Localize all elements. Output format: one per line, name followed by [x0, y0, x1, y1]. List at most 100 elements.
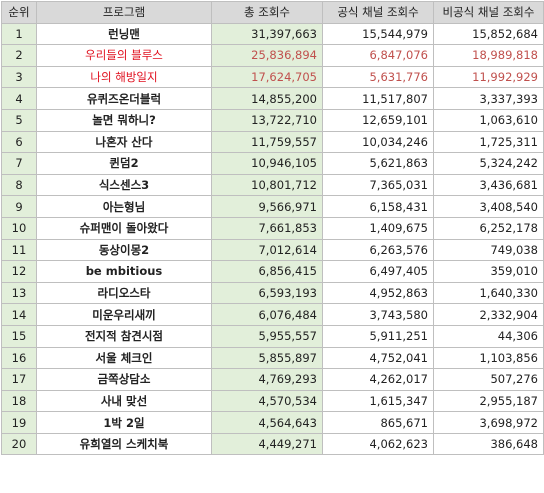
rank-cell: 9: [1, 195, 37, 218]
table-row: 12 be mbitious 6,856,415 6,497,405 359,010: [1, 260, 544, 283]
program-cell: 미운우리새끼: [36, 303, 212, 326]
program-cell: 슈퍼맨이 돌아왔다: [36, 216, 212, 240]
program-cell: 서울 체크인: [36, 346, 212, 370]
table-row: 2 우리들의 블루스 25,836,894 6,847,076 18,989,818: [1, 44, 544, 67]
unofficial-views-cell: 507,276: [433, 368, 544, 391]
program-cell: 사내 맞선: [36, 389, 212, 413]
header-rank: 순위: [1, 1, 37, 24]
total-views-cell: 4,769,293: [211, 368, 323, 391]
rank-cell: 6: [1, 130, 37, 154]
rank-cell: 1: [1, 22, 37, 46]
total-views-cell: 4,449,271: [211, 432, 323, 456]
table-row: 19 1박 2일 4,564,643 865,671 3,698,972: [1, 411, 544, 434]
program-cell: 나의 해방일지: [36, 65, 212, 89]
rank-cell: 15: [1, 324, 37, 348]
table-row: 5 놀면 뭐하니? 13,722,710 12,659,101 1,063,610: [1, 108, 544, 132]
rank-cell: 2: [1, 44, 37, 67]
program-cell: 우리들의 블루스: [36, 44, 212, 67]
official-views-cell: 5,911,251: [322, 324, 434, 348]
total-views-cell: 6,593,193: [211, 281, 323, 305]
unofficial-views-cell: 386,648: [433, 432, 544, 456]
table-row: 20 유희열의 스케치북 4,449,271 4,062,623 386,648: [1, 432, 544, 456]
total-views-cell: 31,397,663: [211, 22, 323, 46]
official-views-cell: 10,034,246: [322, 130, 434, 154]
official-views-cell: 11,517,807: [322, 87, 434, 110]
unofficial-views-cell: 1,103,856: [433, 346, 544, 370]
rank-cell: 3: [1, 65, 37, 89]
total-views-cell: 7,661,853: [211, 216, 323, 240]
table-row: 4 유퀴즈온더블럭 14,855,200 11,517,807 3,337,393: [1, 87, 544, 110]
table-row: 13 라디오스타 6,593,193 4,952,863 1,640,330: [1, 281, 544, 305]
rank-cell: 18: [1, 389, 37, 413]
table-row: 17 금쪽상담소 4,769,293 4,262,017 507,276: [1, 368, 544, 391]
table-row: 16 서울 체크인 5,855,897 4,752,041 1,103,856: [1, 346, 544, 370]
official-views-cell: 5,621,863: [322, 152, 434, 175]
official-views-cell: 15,544,979: [322, 22, 434, 46]
program-cell: 나혼자 산다: [36, 130, 212, 154]
table-row: 8 식스센스3 10,801,712 7,365,031 3,436,681: [1, 173, 544, 197]
official-views-cell: 4,262,017: [322, 368, 434, 391]
header-row: 순위 프로그램 총 조회수 공식 채널 조회수 비공식 채널 조회수: [1, 1, 544, 24]
table-body: 1 런닝맨 31,397,663 15,544,979 15,852,684 2 우리들의 …: [1, 22, 544, 456]
table-row: 18 사내 맞선 4,570,534 1,615,347 2,955,187: [1, 389, 544, 413]
unofficial-views-cell: 3,698,972: [433, 411, 544, 434]
total-views-cell: 6,856,415: [211, 260, 323, 283]
official-views-cell: 865,671: [322, 411, 434, 434]
unofficial-views-cell: 15,852,684: [433, 22, 544, 46]
unofficial-views-cell: 5,324,242: [433, 152, 544, 175]
header-unofficial: 비공식 채널 조회수: [433, 1, 544, 24]
total-views-cell: 14,855,200: [211, 87, 323, 110]
unofficial-views-cell: 2,332,904: [433, 303, 544, 326]
unofficial-views-cell: 44,306: [433, 324, 544, 348]
program-cell: 금쪽상담소: [36, 368, 212, 391]
table-row: 10 슈퍼맨이 돌아왔다 7,661,853 1,409,675 6,252,178: [1, 216, 544, 240]
total-views-cell: 9,566,971: [211, 195, 323, 218]
official-views-cell: 4,952,863: [322, 281, 434, 305]
program-cell: 유퀴즈온더블럭: [36, 87, 212, 110]
rank-cell: 14: [1, 303, 37, 326]
unofficial-views-cell: 6,252,178: [433, 216, 544, 240]
program-cell: 라디오스타: [36, 281, 212, 305]
unofficial-views-cell: 2,955,187: [433, 389, 544, 413]
official-views-cell: 4,752,041: [322, 346, 434, 370]
unofficial-views-cell: 18,989,818: [433, 44, 544, 67]
rank-cell: 20: [1, 432, 37, 456]
total-views-cell: 13,722,710: [211, 108, 323, 132]
program-cell: 아는형님: [36, 195, 212, 218]
total-views-cell: 4,570,534: [211, 389, 323, 413]
total-views-cell: 5,955,557: [211, 324, 323, 348]
rank-cell: 19: [1, 411, 37, 434]
rank-cell: 7: [1, 152, 37, 175]
total-views-cell: 25,836,894: [211, 44, 323, 67]
table-row: 14 미운우리새끼 6,076,484 3,743,580 2,332,904: [1, 303, 544, 326]
rank-cell: 8: [1, 173, 37, 197]
rank-cell: 4: [1, 87, 37, 110]
official-views-cell: 6,847,076: [322, 44, 434, 67]
table-row: 9 아는형님 9,566,971 6,158,431 3,408,540: [1, 195, 544, 218]
program-cell: 유희열의 스케치북: [36, 432, 212, 456]
official-views-cell: 1,409,675: [322, 216, 434, 240]
program-cell: be mbitious: [36, 260, 212, 283]
unofficial-views-cell: 11,992,929: [433, 65, 544, 89]
table-row: 1 런닝맨 31,397,663 15,544,979 15,852,684: [1, 22, 544, 46]
total-views-cell: 7,012,614: [211, 238, 323, 262]
official-views-cell: 1,615,347: [322, 389, 434, 413]
rank-cell: 17: [1, 368, 37, 391]
unofficial-views-cell: 3,337,393: [433, 87, 544, 110]
total-views-cell: 11,759,557: [211, 130, 323, 154]
table-row: 7 퀸덤2 10,946,105 5,621,863 5,324,242: [1, 152, 544, 175]
unofficial-views-cell: 1,063,610: [433, 108, 544, 132]
official-views-cell: 4,062,623: [322, 432, 434, 456]
program-cell: 퀸덤2: [36, 152, 212, 175]
rank-cell: 11: [1, 238, 37, 262]
table-row: 11 동상이몽2 7,012,614 6,263,576 749,038: [1, 238, 544, 262]
total-views-cell: 6,076,484: [211, 303, 323, 326]
official-views-cell: 6,263,576: [322, 238, 434, 262]
rank-cell: 5: [1, 108, 37, 132]
total-views-cell: 5,855,897: [211, 346, 323, 370]
rank-cell: 10: [1, 216, 37, 240]
program-cell: 식스센스3: [36, 173, 212, 197]
official-views-cell: 5,631,776: [322, 65, 434, 89]
header-official: 공식 채널 조회수: [322, 1, 434, 24]
rank-cell: 13: [1, 281, 37, 305]
